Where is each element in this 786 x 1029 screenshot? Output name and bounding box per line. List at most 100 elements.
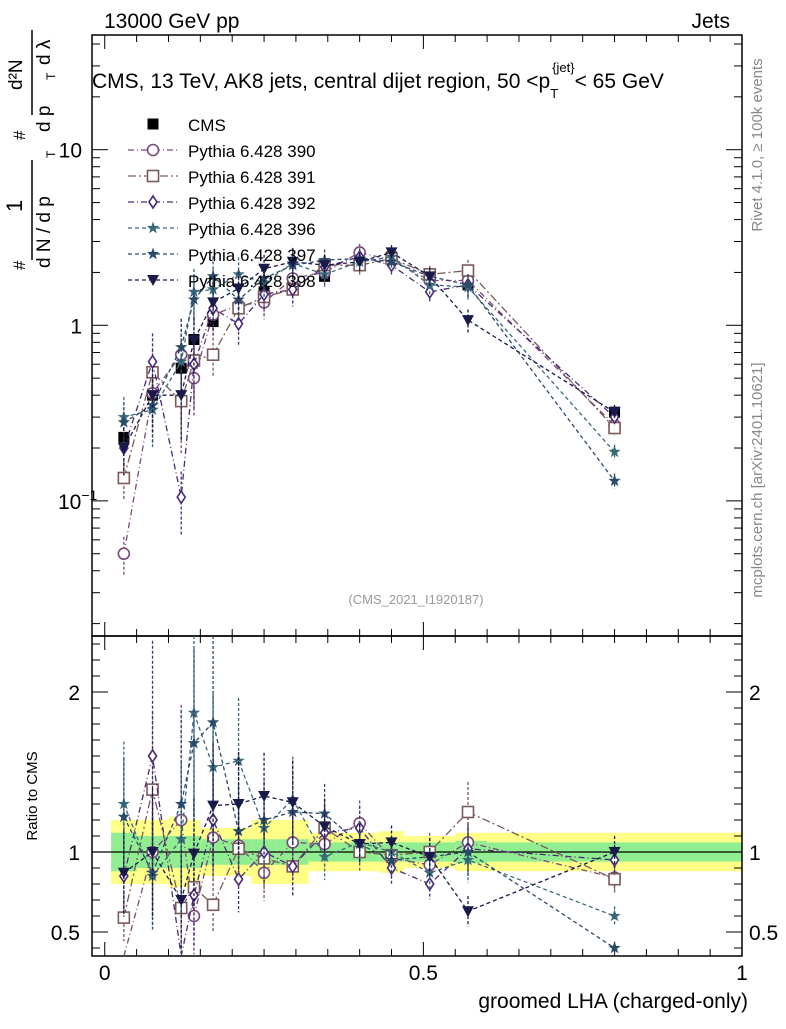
series-line <box>123 251 615 449</box>
series-point <box>287 282 298 297</box>
series-point <box>175 390 188 402</box>
legend-marker <box>147 275 159 286</box>
ylabel-d2N: d²N <box>6 59 27 90</box>
series-point <box>206 348 220 361</box>
ratio-line <box>123 712 615 917</box>
series-line <box>123 251 615 554</box>
ratio-y-tick-label-right: 2 <box>749 682 761 705</box>
title-main: CMS, 13 TeV, AK8 jets, central dijet reg… <box>92 70 550 93</box>
ratio-point <box>207 800 220 812</box>
ratio-y-tick-label-right: 0.5 <box>749 922 778 945</box>
series-point <box>232 283 245 295</box>
ratio-point <box>286 797 299 809</box>
ratio-y-tick-label: 0.5 <box>51 922 80 945</box>
data-series <box>117 243 621 957</box>
legend-marker <box>146 247 160 260</box>
ratio-point <box>258 791 271 802</box>
legend-marker <box>146 169 160 183</box>
ratio-point <box>232 799 245 810</box>
ratio-point <box>461 845 475 858</box>
ratio-point <box>117 810 130 823</box>
ylabel-dlambda: d λ <box>34 39 55 65</box>
title-tail: < 65 GeV <box>575 70 664 93</box>
legend-label: Pythia 6.428 391 <box>188 168 316 187</box>
series-point <box>146 403 159 416</box>
series-point <box>147 354 158 370</box>
series-6 <box>117 245 621 951</box>
ratio-point <box>423 851 436 863</box>
ratio-point <box>608 872 621 886</box>
legend-label: Pythia 6.428 390 <box>188 142 316 161</box>
series-point <box>146 390 159 402</box>
series-point <box>353 256 366 268</box>
ratio-y-tick-label-right: 1 <box>749 842 761 865</box>
ratio-point <box>318 807 331 819</box>
ratio-y-label: Ratio to CMS <box>24 751 41 840</box>
plot-frames <box>91 34 743 957</box>
watermark: (CMS_2021_I1920187) <box>348 592 483 607</box>
series-point <box>117 471 131 485</box>
ratio-point <box>608 909 621 922</box>
ylabel-hash-1: # <box>10 260 29 270</box>
cms-point <box>207 316 219 328</box>
series-point <box>187 285 201 298</box>
header-left: 13000 GeV pp <box>104 10 239 33</box>
ylabel-dpT-sub: T <box>44 72 58 80</box>
series-line <box>123 256 615 453</box>
ratio-point <box>318 821 331 833</box>
ratio-point <box>385 853 398 866</box>
ratio-point <box>206 715 220 728</box>
ratio-point <box>146 866 159 879</box>
ratio-point <box>146 847 159 858</box>
x-axis-label: groomed LHA (charged-only) <box>478 990 748 1013</box>
side-text-lower: mcplots.cern.ch [arXiv:2401.10621] <box>749 362 766 597</box>
series-point <box>258 263 271 275</box>
ylabel-dpT: d p <box>34 106 55 132</box>
title-sub: T <box>550 86 558 101</box>
ratio-point <box>233 871 244 887</box>
ratio-point <box>232 754 245 767</box>
ratio-point <box>187 706 201 719</box>
legend-label: Pythia 6.428 397 <box>188 246 316 265</box>
x-tick-label: 0.5 <box>409 962 438 985</box>
legend-marker <box>148 194 158 210</box>
series-point <box>233 316 244 332</box>
series-line <box>123 257 616 482</box>
legend-label: Pythia 6.428 392 <box>188 194 316 213</box>
series-point <box>187 293 201 305</box>
y-tick-label: 1 <box>70 315 82 338</box>
header-right: Jets <box>691 10 730 33</box>
ylabel-dN-sub: T <box>44 150 58 158</box>
side-text-upper: Rivet 4.1.0, ≥ 100k events <box>749 58 766 231</box>
legend-label: Pythia 6.428 396 <box>188 220 316 239</box>
series-point <box>385 255 398 267</box>
series-point <box>318 267 331 280</box>
ratio-point <box>117 867 130 879</box>
ratio-y-tick-label: 2 <box>68 682 80 705</box>
ratio-point <box>608 847 621 858</box>
ratio-point <box>287 858 298 874</box>
ratio-point <box>147 748 158 764</box>
ratio-point <box>353 839 366 850</box>
ratio-line <box>123 818 615 957</box>
series-point <box>461 315 474 327</box>
series-point <box>318 253 331 266</box>
series-point <box>423 271 436 283</box>
series-point <box>117 415 130 428</box>
ratio-point <box>385 837 398 849</box>
series-point <box>608 474 621 487</box>
ylabel-hash-2: # <box>10 130 29 140</box>
series-point <box>461 278 475 291</box>
legend: CMS Pythia 6.428 390 Pythia 6.428 391 Pythi… <box>128 116 316 291</box>
series-point <box>176 489 187 505</box>
legend-label: CMS <box>188 116 226 135</box>
ratio-y-tick-label: 1 <box>68 842 80 865</box>
legend-marker <box>147 118 159 130</box>
ratio-line <box>123 721 615 949</box>
series-point <box>385 247 398 259</box>
ratio-point <box>175 895 188 906</box>
y-axis-label: # 1 d N / d p T # d²N d p T d λ <box>2 30 58 270</box>
series-point <box>175 340 188 353</box>
